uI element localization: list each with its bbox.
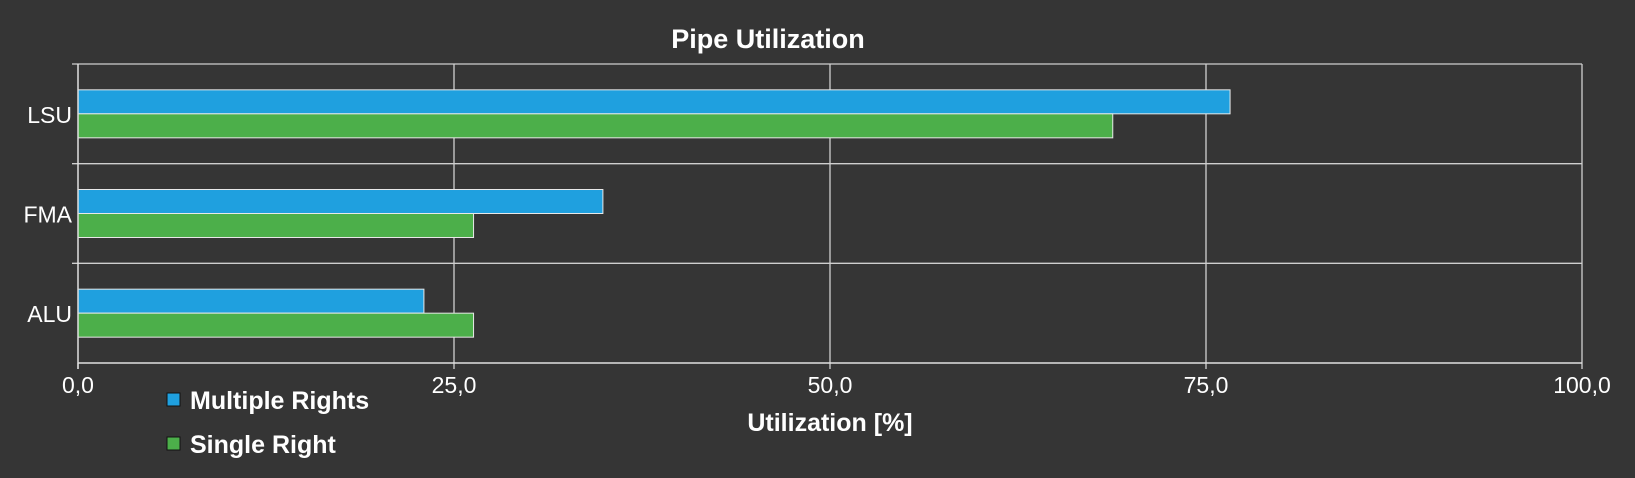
axes <box>77 64 1583 369</box>
bar-lsu-single-right[interactable] <box>77 113 1114 139</box>
bar-lsu-multiple-rights[interactable] <box>77 89 1231 115</box>
y-tick-label: ALU <box>27 301 72 327</box>
bar-alu-single-right[interactable] <box>77 312 475 338</box>
x-axis-label: Utilization [%] <box>747 409 912 437</box>
legend-label-single-right: Single Right <box>190 431 337 459</box>
bar-alu-multiple-rights[interactable] <box>77 288 425 314</box>
legend-swatch-multiple-rights <box>166 392 181 407</box>
x-tick-label: 0,0 <box>62 372 94 398</box>
x-tick-label: 25,0 <box>432 372 477 398</box>
bar-fma-multiple-rights[interactable] <box>77 189 604 214</box>
legend-item-multiple-rights[interactable]: Multiple Rights <box>166 387 369 415</box>
legend-swatch-single-right <box>166 436 181 451</box>
legend-item-single-right[interactable]: Single Right <box>166 431 337 459</box>
bars <box>77 89 1231 338</box>
legend-label-multiple-rights: Multiple Rights <box>190 387 369 415</box>
legend[interactable]: Multiple Rights Single Right <box>166 387 369 459</box>
chart-title: Pipe Utilization <box>671 24 865 54</box>
y-tick-label: LSU <box>27 102 72 128</box>
x-tick-label: 75,0 <box>1184 372 1229 398</box>
bar-fma-single-right[interactable] <box>77 213 475 238</box>
y-tick-label: FMA <box>23 202 72 228</box>
tick-labels: 0,0 25,0 50,0 75,0 100,0 LSU FMA ALU <box>23 102 1610 398</box>
x-tick-label: 100,0 <box>1553 372 1611 398</box>
x-tick-label: 50,0 <box>808 372 853 398</box>
